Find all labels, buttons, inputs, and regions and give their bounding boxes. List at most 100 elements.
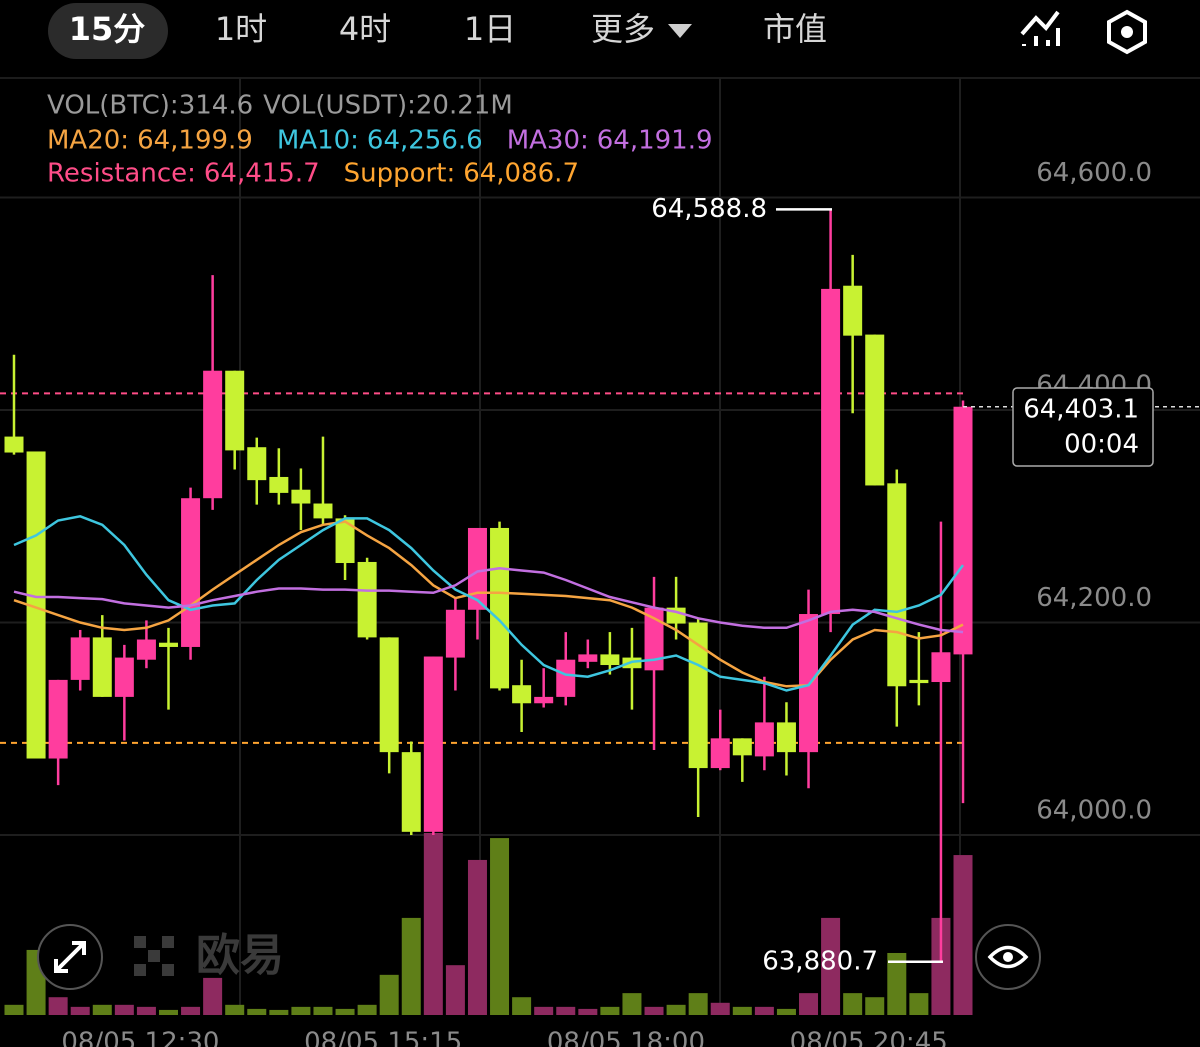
- candle-body: [931, 652, 951, 683]
- volume-bar: [313, 1006, 333, 1015]
- volume-bar: [534, 1006, 554, 1015]
- max-marker-label: 64,588.8: [651, 194, 767, 224]
- volume-bar: [688, 993, 708, 1015]
- chart: 64,000.064,200.064,400.064,600.008/05 12…: [0, 91, 1200, 1047]
- tab[interactable]: 15分: [69, 10, 146, 48]
- candle-body: [379, 637, 399, 753]
- volume-bar: [158, 1009, 178, 1015]
- candle-body: [732, 738, 752, 756]
- candle-body: [313, 503, 333, 519]
- candle-body: [644, 607, 664, 671]
- volume-bar: [401, 917, 421, 1015]
- legend-text: 64,256.6: [367, 126, 483, 156]
- volume-bar: [732, 1006, 752, 1015]
- volume-bar: [467, 859, 487, 1015]
- volume-bar: [865, 997, 885, 1015]
- candle-body: [865, 334, 885, 486]
- volume-bar: [644, 1006, 664, 1015]
- candle-body: [490, 527, 510, 689]
- candle-body: [776, 722, 796, 753]
- tab[interactable]: 市值: [763, 10, 827, 48]
- candle-body: [136, 639, 156, 660]
- dropdown-arrow[interactable]: [668, 24, 692, 38]
- expand-button[interactable]: [37, 924, 103, 990]
- legend-text: 64,199.9: [137, 126, 253, 156]
- volume-bar: [578, 1008, 598, 1015]
- candle-body: [48, 679, 68, 759]
- volume-bar: [799, 993, 819, 1015]
- candle-body: [269, 476, 289, 493]
- y-tick-label: 64,600.0: [1036, 158, 1152, 188]
- candle-body: [445, 609, 465, 658]
- ma-line: [13, 515, 965, 692]
- last-price-label: 64,403.1: [1023, 395, 1139, 425]
- min-marker-label: 63,880.7: [762, 946, 878, 976]
- chart-type-icon[interactable]: [1020, 10, 1060, 46]
- candle-body: [754, 722, 774, 757]
- candle-body: [843, 285, 863, 336]
- volume-bar: [887, 952, 907, 1015]
- volume-bar: [843, 993, 863, 1015]
- volume-bar: [909, 993, 929, 1015]
- volume-bar: [512, 997, 532, 1015]
- volume-bar: [953, 855, 973, 1015]
- tab[interactable]: 1日: [464, 10, 516, 48]
- volume-bar: [423, 833, 443, 1015]
- ma-line: [13, 567, 964, 634]
- active-tab-bg: [48, 3, 168, 59]
- volume-bar: [754, 1006, 774, 1015]
- volume-bar: [291, 1006, 311, 1015]
- volume-bar: [70, 1006, 90, 1015]
- tab[interactable]: 更多: [591, 10, 655, 48]
- volume-bar: [821, 917, 841, 1015]
- volume-bar: [666, 1004, 686, 1015]
- candle-body: [710, 738, 730, 769]
- volume-bar: [490, 838, 510, 1015]
- x-tick-label: 08/05 20:45: [790, 1028, 948, 1047]
- volume-bar: [269, 1009, 289, 1015]
- legend-text: 20.21M: [416, 91, 513, 121]
- legend-text: 64,191.9: [597, 126, 713, 156]
- candle-body: [181, 498, 201, 647]
- volume-bar: [556, 1006, 576, 1015]
- x-tick-label: 08/05 12:30: [61, 1028, 219, 1047]
- candle-body: [423, 656, 443, 832]
- tab-bar: 15分 1时 4时 1日 更多 市值: [48, 3, 827, 59]
- legend-text: MA20:: [47, 126, 129, 156]
- candle-body: [600, 654, 620, 666]
- volume-bar: [335, 1008, 355, 1015]
- candle-body: [909, 679, 929, 684]
- y-tick-label: 64,000.0: [1036, 796, 1152, 826]
- watermark-logo: [134, 936, 174, 976]
- candle-body: [467, 527, 487, 610]
- candle-body: [70, 637, 90, 680]
- volume-bar: [710, 1002, 730, 1015]
- candle-body: [335, 518, 355, 564]
- volume-bar: [600, 1006, 620, 1015]
- volume-bar: [247, 1008, 267, 1015]
- candle-body: [225, 370, 245, 451]
- candle-body: [534, 696, 554, 704]
- candle-body: [158, 642, 178, 647]
- countdown: 00:04: [1064, 430, 1139, 460]
- volume-bar: [379, 974, 399, 1015]
- watermark: 欧易: [196, 930, 284, 981]
- legend-text: 64,415.7: [204, 159, 320, 189]
- legend-text: Resistance:: [47, 159, 196, 189]
- legend-text: VOL(USDT):: [263, 91, 416, 121]
- tab[interactable]: 1时: [215, 10, 267, 48]
- eye-button[interactable]: [975, 924, 1041, 990]
- legend-text: 64,086.7: [463, 159, 579, 189]
- candle-body: [357, 561, 377, 638]
- volume-bar: [203, 977, 223, 1015]
- candle-body: [291, 489, 311, 504]
- tab[interactable]: 4时: [339, 10, 391, 48]
- settings-icon[interactable]: [1107, 9, 1147, 55]
- legend-text: 314.6: [179, 91, 253, 121]
- volume-bar: [48, 997, 68, 1015]
- volume-bar: [136, 1006, 156, 1015]
- candle-body: [26, 451, 46, 759]
- candle-body: [688, 622, 708, 769]
- candle-body: [556, 659, 576, 697]
